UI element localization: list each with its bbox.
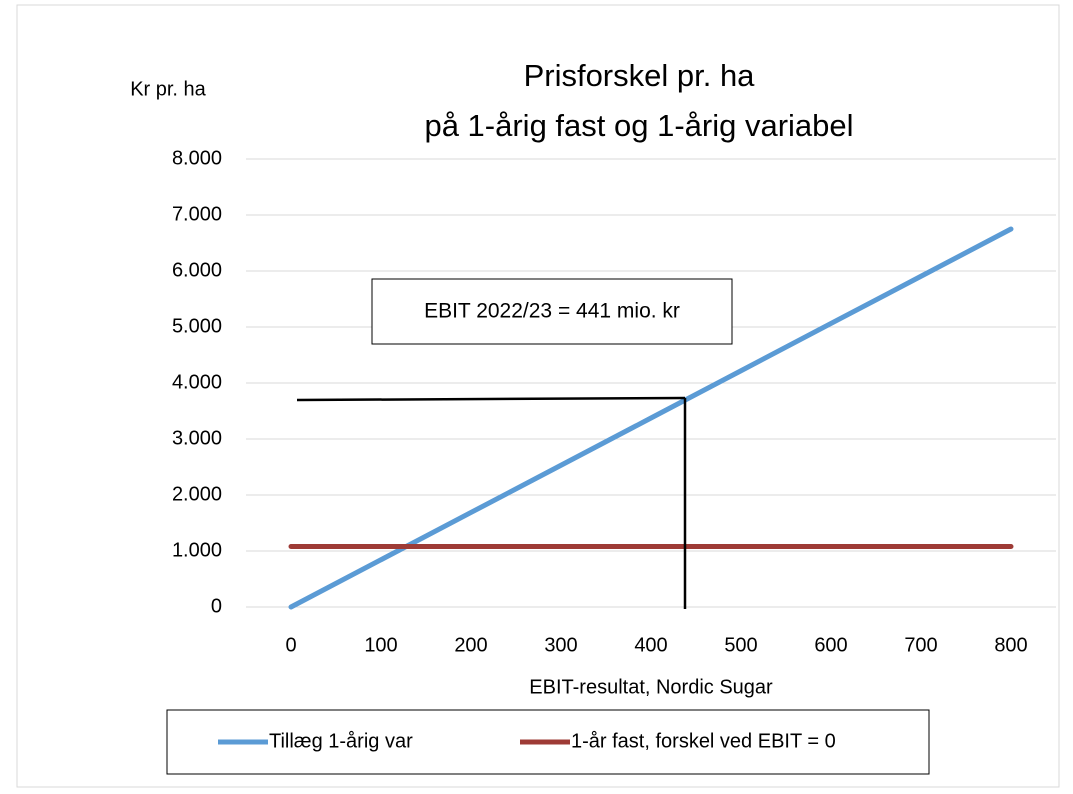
annotation: EBIT 2022/23 = 441 mio. kr <box>424 300 680 323</box>
x-tick-label: 500 <box>724 634 757 656</box>
x-tick-label: 400 <box>634 634 667 656</box>
x-tick-label: 600 <box>814 634 847 656</box>
y-axis-label: Kr pr. ha <box>130 78 206 100</box>
series-line <box>288 226 1014 610</box>
legend-label: Tillæg 1-årig var <box>269 730 413 752</box>
y-tick-label: 0 <box>211 595 222 617</box>
y-tick-label: 4.000 <box>172 371 222 393</box>
x-tick-label: 300 <box>544 634 577 656</box>
chart-title: Prisforskel pr. ha <box>524 58 756 93</box>
y-tick-label: 2.000 <box>172 483 222 505</box>
legend-label: 1-år fast, forskel ved EBIT = 0 <box>571 730 836 752</box>
marks <box>288 226 1014 610</box>
x-tick-label: 700 <box>904 634 937 656</box>
x-tick-label: 200 <box>454 634 487 656</box>
chart-subtitle: på 1-årig fast og 1-årig variabel <box>424 108 853 143</box>
chart-border <box>16 4 1060 788</box>
x-axis-label: EBIT-resultat, Nordic Sugar <box>529 676 773 698</box>
x-tick-label: 100 <box>364 634 397 656</box>
y-tick-label: 7.000 <box>172 203 222 225</box>
y-tick-label: 8.000 <box>172 147 222 169</box>
annotation-box <box>371 278 733 345</box>
guide-line <box>296 396 686 402</box>
y-tick-label: 3.000 <box>172 427 222 449</box>
y-tick-label: 1.000 <box>172 539 222 561</box>
y-tick-label: 6.000 <box>172 259 222 281</box>
x-tick-label: 800 <box>994 634 1027 656</box>
legend-items: Tillæg 1-årig var 1-år fast, forskel ved … <box>218 730 836 752</box>
x-tick-label: 0 <box>285 634 296 656</box>
y-tick-label: 5.000 <box>172 315 222 337</box>
